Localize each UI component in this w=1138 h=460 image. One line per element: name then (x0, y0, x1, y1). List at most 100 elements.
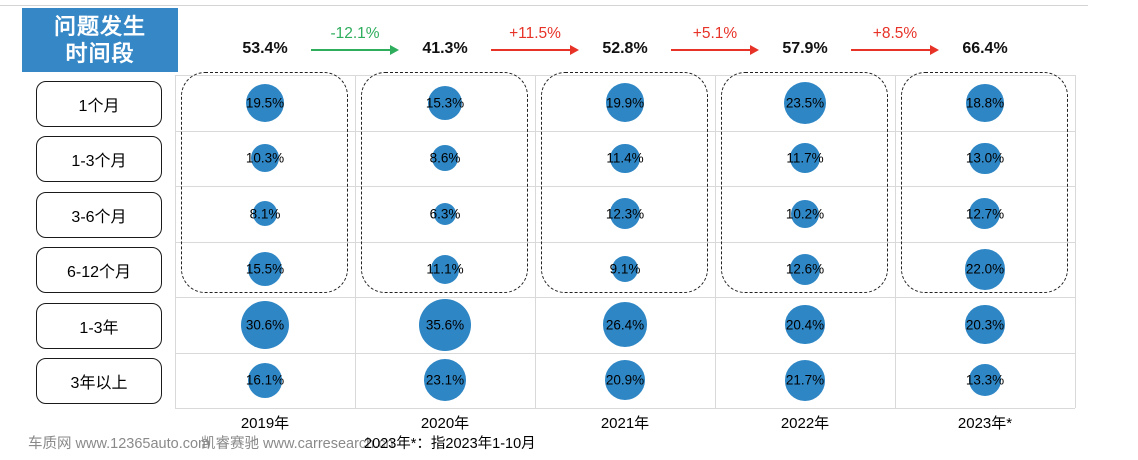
bubble-value: 19.9% (605, 95, 645, 111)
chart-title-line1: 问题发生 (53, 14, 146, 39)
chart-title-line2: 时间段 (65, 41, 135, 66)
bubble (430, 254, 460, 284)
bubble (969, 364, 1001, 397)
trend-arrow (311, 49, 391, 51)
bubble-value: 8.6% (429, 150, 461, 166)
bubble (432, 145, 458, 171)
bubble (251, 144, 279, 173)
gridline-vertical (535, 75, 536, 408)
bubble-value: 12.3% (605, 206, 645, 222)
bubble (610, 143, 640, 173)
bubble-value: 20.4% (785, 317, 825, 333)
bubble (605, 83, 645, 123)
bubble (791, 199, 819, 228)
bubble (434, 202, 456, 225)
trend-change-label: +11.5% (509, 25, 561, 42)
bubble-value: 20.3% (965, 317, 1005, 333)
bubble (789, 253, 821, 285)
bubble-value: 10.2% (785, 206, 825, 222)
bubble-value: 21.7% (785, 372, 825, 388)
bubble-value: 10.3% (245, 150, 285, 166)
bubble-value: 13.0% (965, 150, 1005, 166)
bubble (790, 143, 820, 174)
bubble (783, 81, 827, 124)
bubble-value: 30.6% (245, 317, 285, 333)
bubble (247, 252, 283, 287)
trend-arrow (491, 49, 571, 51)
gridline-horizontal (175, 75, 1075, 76)
bubble-value: 23.5% (785, 95, 825, 111)
bubble (964, 248, 1006, 290)
dashed-group-box (181, 72, 348, 293)
column-total: 66.4% (962, 40, 1008, 57)
bubble (969, 142, 1001, 174)
footnote: 2023年*：指2023年1-10月 (364, 436, 536, 452)
bubble-value: 19.5% (245, 95, 285, 111)
top-hairline (0, 5, 1088, 6)
bubble (602, 302, 648, 348)
bubble (965, 305, 1005, 345)
bubble-value: 13.3% (965, 372, 1005, 388)
trend-arrow (671, 49, 751, 51)
dashed-group-box (901, 72, 1068, 293)
bubble-value: 15.5% (245, 261, 285, 277)
row-label-2: 1-3个月 (36, 136, 162, 183)
trend-arrow-head (930, 45, 939, 55)
bubble (609, 198, 641, 229)
bubble (966, 83, 1004, 122)
bubble-value: 18.8% (965, 95, 1005, 111)
bubble (245, 83, 285, 122)
bubble-value: 20.9% (605, 372, 645, 388)
gridline-vertical (355, 75, 356, 408)
x-axis-label: 2020年 (420, 415, 470, 432)
bubble (785, 305, 825, 345)
x-axis-label: 2023年* (957, 415, 1013, 432)
row-label-6: 3年以上 (36, 358, 162, 405)
bubble (605, 360, 645, 401)
bubble-value: 12.7% (965, 206, 1005, 222)
bubble-value: 8.1% (249, 206, 281, 222)
gridline-vertical (895, 75, 896, 408)
bubble (427, 85, 462, 120)
trend-change-label: +5.1% (692, 25, 738, 42)
x-axis-label: 2021年 (600, 415, 650, 432)
bubble-value: 15.3% (425, 95, 465, 111)
trend-arrow (851, 49, 931, 51)
dashed-group-box (361, 72, 528, 293)
bubble (611, 256, 639, 283)
source-left: 车质网 www.12365auto.com (28, 436, 211, 452)
gridline-horizontal (175, 186, 1075, 187)
chart-title-box: 问题发生 时间段 (22, 8, 178, 72)
bubble-value: 22.0% (965, 261, 1005, 277)
bubble (247, 362, 283, 398)
trend-arrow-head (390, 45, 399, 55)
trend-change-label: +8.5% (872, 25, 918, 42)
gridline-vertical (175, 75, 176, 408)
dashed-group-box (721, 72, 888, 293)
bubble (240, 300, 290, 349)
bubble-value: 11.7% (786, 150, 824, 166)
bubble-value: 9.1% (609, 261, 641, 277)
bubble-value: 26.4% (605, 317, 645, 333)
row-label-4: 6-12个月 (36, 247, 162, 294)
gridline-horizontal (175, 408, 1075, 409)
column-total: 52.8% (602, 40, 648, 57)
gridline-horizontal (175, 297, 1075, 298)
bubble-value: 11.1% (426, 261, 464, 277)
row-label-5: 1-3年 (36, 302, 162, 349)
bubble-value: 23.1% (425, 372, 465, 388)
bubble (424, 359, 466, 402)
bubble-value: 16.1% (245, 372, 285, 388)
bubble (252, 201, 278, 227)
trend-change-label: -12.1% (330, 25, 380, 42)
row-label-1: 1个月 (36, 80, 162, 127)
bubble-value: 6.3% (429, 206, 461, 222)
gridline-vertical (715, 75, 716, 408)
trend-arrow-head (570, 45, 579, 55)
x-axis-label: 2022年 (780, 415, 830, 432)
source-center: 凯睿赛驰 www.carresearch.cn (201, 436, 394, 452)
gridline-vertical (1075, 75, 1076, 408)
dashed-group-box (541, 72, 708, 293)
row-label-3: 3-6个月 (36, 191, 162, 238)
